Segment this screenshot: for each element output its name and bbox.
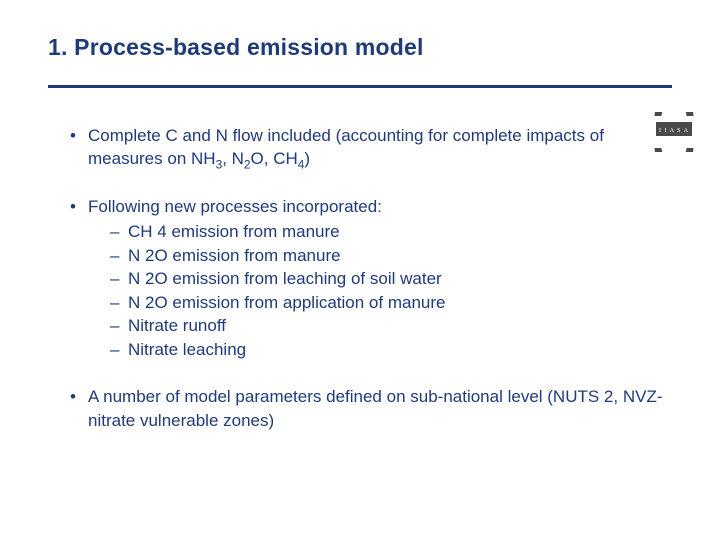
bullet-list: Complete C and N flow included (accounti…	[48, 124, 672, 432]
list-item: A number of model parameters defined on …	[70, 385, 672, 432]
slide-title: 1. Process-based emission model	[48, 34, 672, 61]
text-fragment: Complete C and N flow included (accounti…	[88, 126, 604, 168]
text-fragment: )	[304, 149, 310, 168]
sub-list-item: Nitrate leaching	[110, 338, 672, 361]
list-item: Complete C and N flow included (accounti…	[70, 124, 672, 171]
slide: 1. Process-based emission model I I A S …	[0, 0, 720, 540]
sub-list-item: Nitrate runoff	[110, 314, 672, 337]
text-fragment: O, CH	[251, 149, 298, 168]
subscript: 2	[244, 158, 251, 172]
list-item-text: A number of model parameters defined on …	[88, 387, 663, 429]
content-area: Complete C and N flow included (accounti…	[48, 124, 672, 432]
list-item: Following new processes incorporated: CH…	[70, 195, 672, 361]
title-underline	[48, 85, 672, 88]
sub-list-item: N 2O emission from manure	[110, 244, 672, 267]
list-item-text: Complete C and N flow included (accounti…	[88, 126, 604, 168]
sub-list-item: CH 4 emission from manure	[110, 220, 672, 243]
list-item-text: Following new processes incorporated:	[88, 197, 382, 216]
text-fragment: , N	[222, 149, 244, 168]
sub-list-item: N 2O emission from application of manure	[110, 291, 672, 314]
sub-list: CH 4 emission from manure N 2O emission …	[88, 220, 672, 361]
sub-list-item: N 2O emission from leaching of soil wate…	[110, 267, 672, 290]
